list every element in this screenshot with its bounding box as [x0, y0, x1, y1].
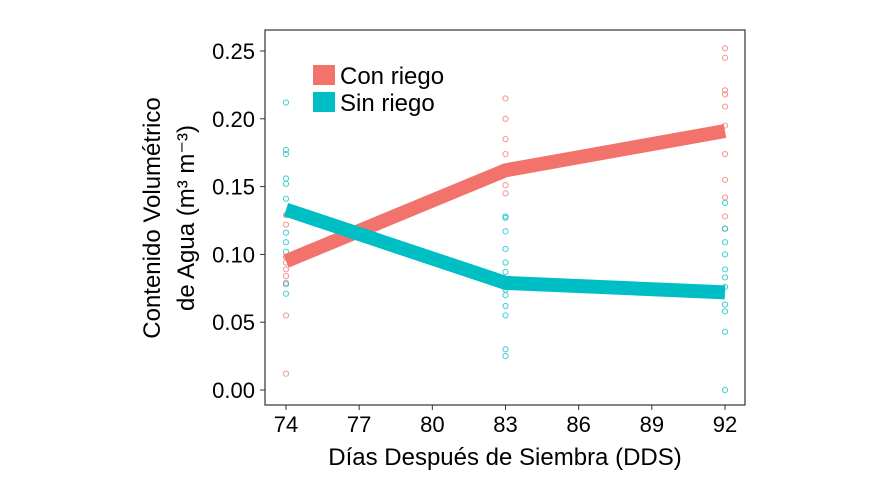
y-tick-label: 0.00: [212, 378, 255, 403]
x-tick-label: 89: [640, 412, 664, 437]
data-point: [282, 312, 290, 319]
data-point: [721, 91, 729, 98]
y-tick-label: 0.25: [212, 39, 255, 64]
data-point: [502, 353, 509, 360]
data-point: [721, 239, 729, 246]
data-point: [502, 228, 509, 235]
data-point: [282, 180, 290, 187]
data-point: [721, 45, 729, 52]
data-point: [502, 115, 509, 122]
y-tick-label: 0.15: [212, 175, 255, 200]
series-line-sin-riego: [283, 203, 726, 300]
data-point: [721, 213, 729, 220]
data-point: [502, 190, 509, 197]
data-point: [721, 274, 729, 281]
data-point: [282, 290, 290, 297]
legend-label-sin-riego: Sin riego: [340, 90, 435, 117]
legend: Con riego Sin riego: [313, 63, 444, 117]
data-point: [282, 239, 290, 246]
data-point: [502, 268, 509, 276]
data-point: [282, 229, 290, 236]
data-point: [721, 251, 729, 258]
data-point: [502, 150, 509, 158]
data-point: [721, 301, 729, 308]
legend-label-con-riego: Con riego: [340, 63, 444, 90]
data-point: [721, 386, 729, 394]
data-point: [282, 370, 290, 377]
y-tick-label: 0.10: [212, 242, 255, 267]
data-point: [502, 95, 509, 102]
x-axis-label: Días Después de Siembra (DDS): [328, 444, 681, 471]
y-axis-label-line2: de Agua (m³ m⁻³): [173, 125, 200, 311]
y-tick-label: 0.05: [212, 310, 255, 335]
x-tick-label: 86: [566, 412, 590, 437]
data-point: [721, 266, 729, 273]
data-point: [282, 150, 290, 158]
data-point: [721, 199, 729, 206]
data-point: [721, 176, 729, 183]
y-tick-label: 0.20: [212, 107, 255, 132]
x-tick-label: 77: [347, 412, 371, 437]
data-point: [282, 195, 290, 202]
data-point: [502, 182, 509, 189]
data-point: [282, 99, 290, 106]
y-axis-label-line1: Contenido Volumétrico: [139, 97, 166, 338]
data-point: [502, 346, 509, 353]
data-point: [721, 103, 729, 110]
data-point: [502, 214, 509, 221]
plot-frame: [264, 29, 746, 406]
data-point: [282, 146, 290, 154]
data-point: [502, 291, 509, 299]
x-tick-label: 80: [420, 412, 444, 437]
x-tick-label: 92: [713, 412, 737, 437]
data-point: [721, 150, 729, 158]
data-point: [502, 259, 509, 266]
data-point: [721, 308, 729, 315]
data-point: [502, 312, 509, 319]
data-point: [282, 221, 290, 228]
data-point: [282, 272, 290, 280]
x-tick-label: 83: [493, 412, 517, 437]
data-point: [721, 328, 729, 335]
data-point: [721, 54, 729, 61]
legend-swatch-sin-riego: [313, 92, 335, 112]
data-point: [721, 225, 729, 232]
data-point: [721, 87, 729, 94]
data-point: [282, 281, 290, 288]
data-point: [502, 136, 509, 143]
data-point: [502, 302, 509, 310]
data-point: [282, 266, 290, 273]
x-tick-label: 74: [274, 412, 298, 437]
legend-swatch-con-riego: [313, 65, 335, 85]
data-point: [502, 245, 509, 253]
